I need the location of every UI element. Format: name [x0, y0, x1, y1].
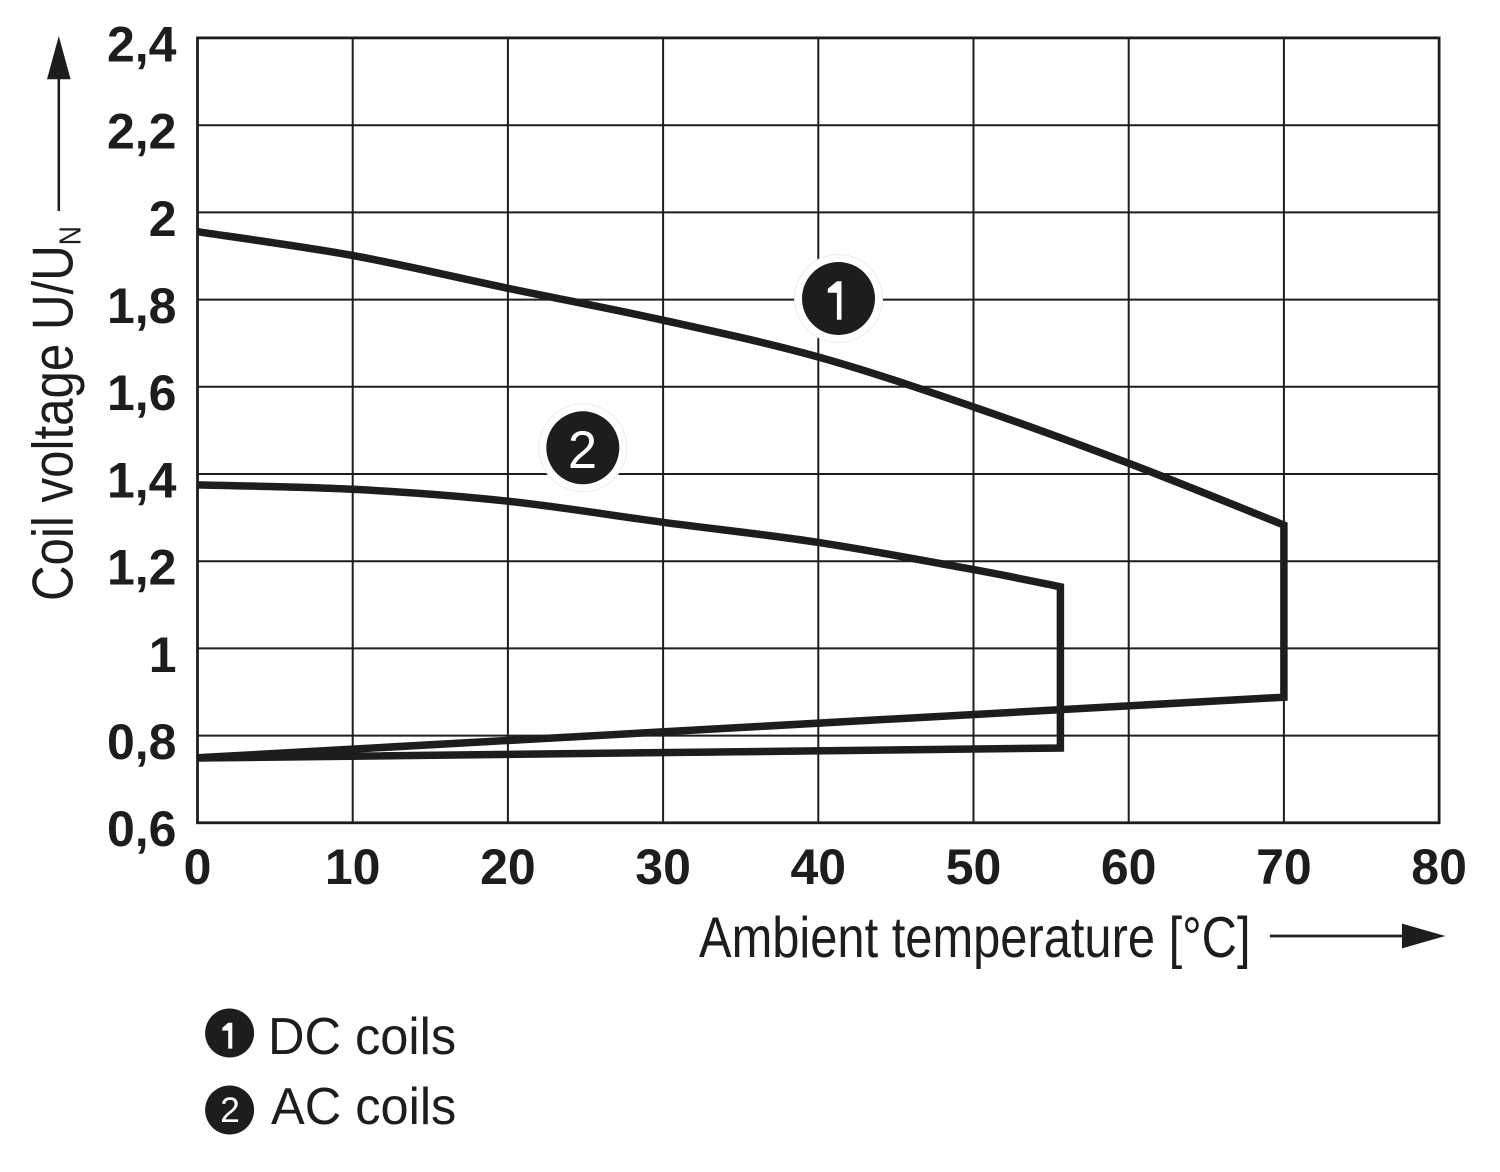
svg-text:2: 2	[220, 1090, 240, 1130]
svg-text:80: 80	[1411, 839, 1467, 895]
svg-text:1,4: 1,4	[107, 452, 177, 508]
svg-text:30: 30	[635, 839, 691, 895]
svg-text:0: 0	[184, 839, 212, 895]
svg-text:50: 50	[946, 839, 1002, 895]
svg-text:70: 70	[1256, 839, 1312, 895]
svg-text:Coil voltage U/UN: Coil voltage U/UN	[21, 226, 88, 601]
svg-text:1,6: 1,6	[107, 365, 177, 421]
svg-text:Ambient temperature [°C]: Ambient temperature [°C]	[699, 906, 1251, 970]
svg-text:60: 60	[1101, 839, 1157, 895]
svg-text:0,6: 0,6	[107, 801, 177, 857]
svg-text:20: 20	[480, 839, 536, 895]
svg-text:1,2: 1,2	[107, 540, 177, 596]
svg-text:1,8: 1,8	[107, 278, 177, 334]
svg-text:2: 2	[568, 421, 597, 480]
svg-text:2,2: 2,2	[107, 104, 177, 160]
svg-text:0,8: 0,8	[107, 714, 177, 770]
svg-text:2: 2	[149, 191, 177, 247]
svg-text:2,4: 2,4	[107, 16, 177, 72]
svg-text:10: 10	[325, 839, 381, 895]
svg-text:40: 40	[790, 839, 846, 895]
svg-text:AC coils: AC coils	[271, 1077, 456, 1135]
svg-text:DC coils: DC coils	[268, 1007, 456, 1065]
svg-text:1: 1	[149, 627, 177, 683]
